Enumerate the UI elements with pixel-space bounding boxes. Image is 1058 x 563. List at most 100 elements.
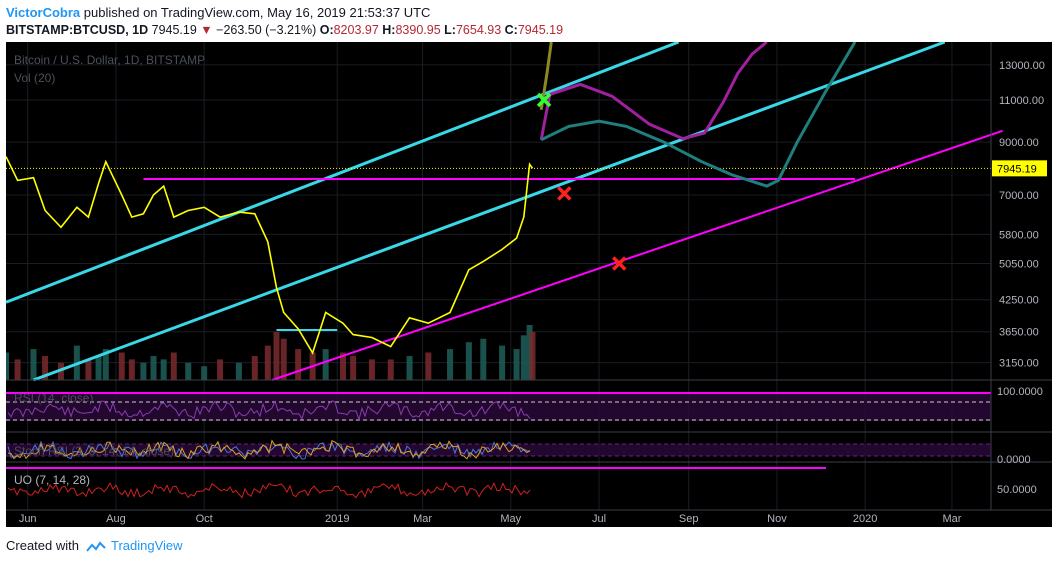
rsi-line bbox=[7, 399, 531, 422]
author-link[interactable]: VictorCobra bbox=[6, 5, 81, 20]
ohlc-line: BITSTAMP:BTCUSD, 1D 7945.19 ▼ −263.50 (−… bbox=[6, 23, 563, 37]
close-value: 7945.19 bbox=[517, 23, 564, 37]
high-label: H: bbox=[382, 23, 396, 37]
down-arrow-icon: ▼ bbox=[200, 23, 213, 37]
volume-bar bbox=[235, 362, 242, 380]
low-value: 7654.93 bbox=[455, 23, 502, 37]
support-line bbox=[271, 129, 1003, 381]
time-tick-label: Aug bbox=[106, 513, 126, 525]
volume-bar bbox=[170, 352, 177, 380]
price-tick-label: 5800.00 bbox=[999, 229, 1039, 241]
volume-bar bbox=[95, 355, 102, 380]
created-with-label: Created with bbox=[6, 538, 79, 553]
volume-bar bbox=[350, 355, 357, 380]
time-tick-label: Nov bbox=[767, 513, 787, 525]
projection-path bbox=[539, 42, 768, 141]
open-label: O: bbox=[319, 23, 334, 37]
volume-bar bbox=[128, 359, 135, 380]
time-tick-label: Oct bbox=[196, 513, 213, 525]
volume-bar bbox=[160, 359, 167, 380]
time-tick-label: Mar bbox=[413, 513, 432, 525]
volume-bar bbox=[295, 349, 302, 380]
time-tick-label: Jul bbox=[592, 513, 606, 525]
x-marker-icon bbox=[612, 256, 627, 271]
volume-bar bbox=[264, 345, 271, 380]
volume-bar bbox=[185, 362, 192, 380]
volume-bar bbox=[42, 355, 49, 380]
volume-bar bbox=[280, 338, 287, 380]
volume-bar bbox=[14, 359, 21, 380]
volume-bar bbox=[118, 352, 125, 380]
low-label: L: bbox=[444, 23, 456, 37]
price-tick-label: 9000.00 bbox=[999, 137, 1039, 149]
price-tick-label: 11000.00 bbox=[999, 95, 1044, 107]
volume-bar bbox=[387, 359, 394, 380]
footer: Created with TradingView bbox=[6, 538, 183, 553]
volume-bar bbox=[480, 338, 487, 380]
time-tick-label: Sep bbox=[679, 513, 699, 525]
volume-bar bbox=[322, 349, 329, 380]
price-tick-label: 3150.00 bbox=[999, 358, 1039, 370]
tradingview-logo-icon bbox=[85, 540, 106, 552]
change-value: −263.50 (−3.21%) bbox=[216, 23, 317, 37]
time-tick-label: 2019 bbox=[325, 513, 349, 525]
volume-bar bbox=[499, 345, 506, 380]
projection-path bbox=[540, 42, 857, 188]
volume-bar bbox=[201, 366, 208, 380]
uo-title: UO (7, 14, 28) bbox=[14, 473, 90, 487]
volume-bar bbox=[140, 362, 147, 380]
channel-line bbox=[32, 42, 946, 382]
volume-bar bbox=[30, 349, 37, 380]
volume-bar bbox=[520, 335, 527, 380]
last-price-box bbox=[992, 160, 1047, 177]
channel-line bbox=[6, 42, 680, 304]
volume-bar bbox=[273, 331, 280, 380]
volume-bar bbox=[85, 359, 92, 380]
axes: 13000.00 11000.00 9000.00 7000.00 5800.00 505… bbox=[6, 42, 1052, 525]
publish-line: VictorCobra published on TradingView.com… bbox=[6, 5, 430, 20]
time-tick-label: 2020 bbox=[853, 513, 877, 525]
price-tick-label: 13000.00 bbox=[999, 60, 1045, 72]
open-value: 8203.97 bbox=[333, 23, 379, 37]
volume-bar bbox=[6, 352, 9, 380]
price-tick-label: 3650.00 bbox=[999, 327, 1039, 339]
time-tick-label: May bbox=[500, 513, 521, 525]
uo-line bbox=[7, 481, 531, 499]
volume-bar bbox=[217, 359, 224, 380]
high-value: 8390.95 bbox=[395, 23, 441, 37]
stoch-rsi-title: Stoch RSI (3, 3, 14, 14, close) bbox=[14, 444, 174, 458]
volume-bar bbox=[150, 355, 157, 380]
time-tick-label: Jun bbox=[19, 513, 37, 525]
x-marker-icon bbox=[536, 92, 552, 108]
indicator-panes bbox=[6, 392, 991, 499]
rsi-tick-label: 100.0000 bbox=[997, 386, 1043, 398]
chart-title: Bitcoin / U.S. Dollar, 1D, BITSTAMP bbox=[14, 53, 205, 67]
price-tick-label: 4250.00 bbox=[999, 295, 1039, 307]
volume-bar bbox=[340, 352, 347, 380]
symbol-label: BITSTAMP:BTCUSD, 1D bbox=[6, 23, 149, 37]
stoch-d-line bbox=[7, 439, 531, 460]
volume-bar bbox=[465, 342, 472, 380]
volume-bar bbox=[251, 355, 258, 380]
price-tick-label: 5050.00 bbox=[999, 259, 1039, 271]
volume-bar bbox=[102, 349, 109, 380]
x-marker-icon bbox=[557, 186, 572, 201]
rsi-title: RSI (14, close) bbox=[14, 391, 93, 405]
volume-bar bbox=[513, 349, 520, 380]
price-tick-label: 7000.00 bbox=[999, 190, 1039, 202]
time-tick-label: Mar bbox=[942, 513, 961, 525]
volume-bar bbox=[368, 359, 375, 380]
volume-bar bbox=[529, 331, 536, 380]
price-line bbox=[6, 156, 534, 355]
volume-label: Vol (20) bbox=[14, 71, 55, 85]
volume-bar bbox=[425, 352, 432, 380]
annotations bbox=[6, 42, 1003, 382]
stoch-tick-label: 0.0000 bbox=[997, 454, 1031, 466]
uo-tick-label: 50.0000 bbox=[997, 484, 1037, 496]
last-price: 7945.19 bbox=[151, 23, 197, 37]
chart-area[interactable]: 13000.00 11000.00 9000.00 7000.00 5800.00 505… bbox=[6, 42, 1052, 527]
volume-bar bbox=[406, 355, 413, 380]
tradingview-link[interactable]: TradingView bbox=[111, 538, 183, 553]
published-text: published on TradingView.com, May 16, 20… bbox=[83, 5, 431, 20]
close-label: C: bbox=[504, 23, 518, 37]
